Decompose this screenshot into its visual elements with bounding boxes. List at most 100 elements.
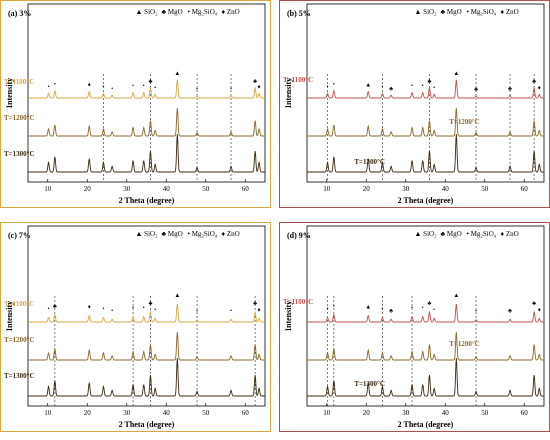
peak-marker-6: •: [422, 306, 424, 312]
peak-marker-8: •: [154, 85, 156, 91]
temp-label-2: T=1300°C: [4, 150, 35, 158]
legend-item-3: ♦ ZnO: [501, 8, 519, 16]
legend-item-1: ♣ MgO: [162, 8, 183, 16]
panel-a: (a) 3% ▲ SiO₂ ♣ MgO • Mg₂SiO₄ ♦ ZnO• • ♦ • • • •♣•…: [0, 0, 271, 208]
x-tick-label-5: 60: [521, 409, 529, 417]
peak-marker-6: •: [143, 84, 145, 90]
peak-marker-2: ▲: [365, 305, 371, 311]
temp-label-2: T=1300°C: [4, 372, 35, 380]
peak-marker-4: ♣: [389, 86, 393, 92]
peak-marker-5: •: [411, 306, 413, 312]
peak-marker-13: ♦: [538, 307, 541, 313]
legend-item-2: • Mg₂SiO₄: [188, 8, 218, 16]
trace-1100: [307, 79, 544, 99]
panel-d: (d) 9% ▲ SiO₂ ♣ MgO • Mg₂SiO₄ ♦ ZnO• • ▲ • ♣ • •♣•…: [279, 222, 550, 432]
peak-marker-10: •: [196, 309, 198, 315]
trace-1200: [307, 107, 544, 137]
temp-label-0: T=1100°C: [4, 78, 34, 86]
peak-marker-5: •: [132, 84, 134, 90]
y-axis-label: Intensity: [284, 78, 293, 108]
peak-marker-0: •: [326, 307, 328, 313]
y-axis-label: Intensity: [5, 301, 14, 331]
x-tick-label-1: 20: [363, 185, 371, 193]
x-axis-label: 2 Theta (degree): [119, 420, 175, 429]
plot-frame: [27, 3, 266, 183]
plot-frame: [306, 3, 545, 183]
peak-marker-1: •: [333, 304, 335, 310]
legend-item-0: ▲ SiO₂: [136, 230, 159, 238]
x-tick-label-2: 30: [123, 409, 131, 417]
temp-label-0: T=1100°C: [283, 298, 313, 306]
x-axis-label: 2 Theta (degree): [398, 420, 454, 429]
x-tick-label-0: 10: [323, 409, 331, 417]
peak-marker-12: ♣: [253, 301, 257, 307]
peak-marker-8: •: [433, 307, 435, 313]
x-tick-label-0: 10: [44, 409, 52, 417]
peak-marker-9: ▲: [174, 293, 180, 299]
peak-marker-13: ♦: [258, 307, 261, 313]
peak-marker-13: ♦: [258, 85, 261, 91]
x-tick-label-1: 20: [84, 409, 92, 417]
peak-marker-12: ♣: [532, 301, 536, 307]
temp-label-1: T=1200°C: [449, 118, 480, 126]
legend-item-3: ♦ ZnO: [222, 230, 240, 238]
trace-1100: [28, 79, 265, 99]
peak-marker-10: •: [196, 87, 198, 93]
panel-title: (d) 9%: [287, 231, 311, 240]
x-axis-label: 2 Theta (degree): [398, 196, 454, 205]
legend-item-1: ♣ MgO: [162, 230, 183, 238]
peak-marker-7: ♣: [148, 79, 152, 85]
legend-item-0: ▲ SiO₂: [415, 230, 438, 238]
peak-marker-1: •: [333, 82, 335, 88]
peak-marker-4: ♣: [389, 308, 393, 314]
x-tick-label-5: 60: [521, 185, 529, 193]
legend-item-3: ♦ ZnO: [222, 8, 240, 16]
panel-border: [279, 222, 550, 432]
y-axis-label: Intensity: [284, 301, 293, 331]
x-tick-label-3: 40: [163, 185, 171, 193]
peak-marker-7: ♣: [427, 79, 431, 85]
plot-frame: [306, 225, 545, 407]
x-tick-label-2: 30: [402, 185, 410, 193]
peak-marker-13: ♦: [538, 85, 541, 91]
peak-marker-2: ▲: [365, 83, 371, 89]
legend-item-1: ♣ MgO: [441, 8, 462, 16]
y-axis-label: Intensity: [5, 78, 14, 108]
peak-marker-7: ♣: [427, 301, 431, 307]
legend-item-1: ♣ MgO: [441, 230, 462, 238]
peak-marker-9: ▲: [453, 71, 459, 77]
panel-b: (b) 5% ▲ SiO₂ ♣ MgO • Mg₂SiO₄ ♦ ZnO• • ▲ • ♣ • •♣•…: [279, 0, 550, 208]
trace-1300: [28, 357, 265, 397]
peak-marker-10: •: [475, 309, 477, 315]
legend-item-3: ♦ ZnO: [501, 230, 519, 238]
temp-label-2: T=1300°C: [354, 158, 385, 166]
panel-title: (b) 5%: [287, 9, 311, 18]
panel-border: [0, 0, 271, 208]
x-tick-label-1: 20: [363, 409, 371, 417]
peak-marker-4: •: [111, 86, 113, 92]
temp-label-1: T=1200°C: [4, 336, 35, 344]
temp-label-0: T=1100°C: [283, 76, 313, 84]
temp-label-1: T=1200°C: [4, 114, 35, 122]
temp-label-1: T=1200°C: [449, 340, 480, 348]
panel-border: [279, 0, 550, 208]
legend-item-2: • Mg₂SiO₄: [467, 230, 497, 238]
peak-marker-5: •: [132, 306, 134, 312]
peak-marker-11: ♣: [508, 308, 512, 314]
trace-1300: [28, 133, 265, 173]
x-tick-label-3: 40: [163, 409, 171, 417]
peak-marker-10: ♣: [474, 87, 478, 93]
peak-marker-0: •: [326, 85, 328, 91]
peak-marker-3: •: [381, 85, 383, 91]
peak-marker-0: •: [47, 307, 49, 313]
peak-marker-8: •: [154, 307, 156, 313]
x-axis-label: 2 Theta (degree): [119, 196, 175, 205]
peak-marker-1: ♣: [53, 304, 57, 310]
peak-marker-4: •: [111, 308, 113, 314]
peak-marker-3: •: [102, 85, 104, 91]
trace-1200: [28, 331, 265, 361]
peak-marker-7: ♣: [148, 301, 152, 307]
trace-1100: [28, 303, 265, 323]
peak-marker-9: ▲: [453, 293, 459, 299]
legend-item-0: ▲ SiO₂: [136, 8, 159, 16]
